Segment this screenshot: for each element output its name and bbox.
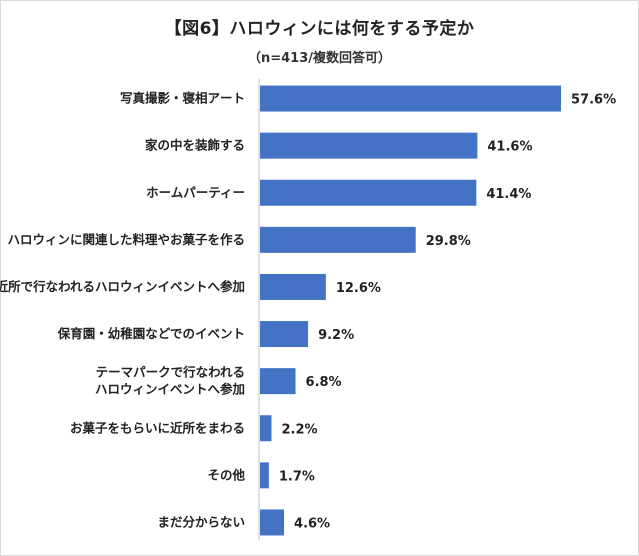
value-label-6: 6.8% — [306, 375, 342, 390]
bar-5 — [260, 321, 309, 348]
chart-title: 【図6】ハロウィンには何をする予定か — [164, 19, 475, 39]
category-label-6: テーマパークで行なわれるハロウィンイベントへ参加 — [95, 365, 245, 397]
category-label-8: その他 — [207, 467, 245, 482]
bar-6 — [260, 368, 296, 395]
bar-7 — [260, 415, 272, 442]
value-label-5: 9.2% — [318, 328, 354, 343]
category-label-2: ホームパーティー — [146, 185, 245, 200]
bar-2 — [260, 179, 477, 206]
value-label-2: 41.4% — [486, 187, 531, 202]
bar-0 — [260, 85, 561, 112]
category-label-7: お菓子をもらいに近所をまわる — [70, 420, 245, 435]
category-label-1: 家の中を装飾する — [145, 138, 245, 153]
category-label-0: 写真撮影・寝相アート — [120, 91, 245, 106]
bar-1 — [260, 132, 478, 159]
value-label-9: 4.6% — [294, 516, 330, 531]
value-label-0: 57.6% — [571, 93, 616, 108]
value-label-4: 12.6% — [336, 281, 381, 296]
bar-4 — [260, 273, 326, 300]
bar-9 — [260, 509, 285, 536]
bar-8 — [260, 462, 269, 489]
bar-3 — [260, 226, 416, 253]
category-label-3: ハロウィンに関連した料理やお菓子を作る — [7, 232, 245, 247]
value-label-3: 29.8% — [426, 234, 471, 249]
category-label-5: 保育園・幼稚園などでのイベント — [57, 326, 245, 341]
value-label-1: 41.6% — [487, 140, 532, 155]
category-label-4: 近所で行なわれるハロウィンイベントへ参加 — [0, 279, 245, 294]
value-label-7: 2.2% — [281, 422, 317, 437]
category-label-9: まだ分からない — [157, 514, 245, 529]
chart-subtitle: （n=413/複数回答可） — [247, 51, 392, 66]
value-label-8: 1.7% — [279, 469, 315, 484]
